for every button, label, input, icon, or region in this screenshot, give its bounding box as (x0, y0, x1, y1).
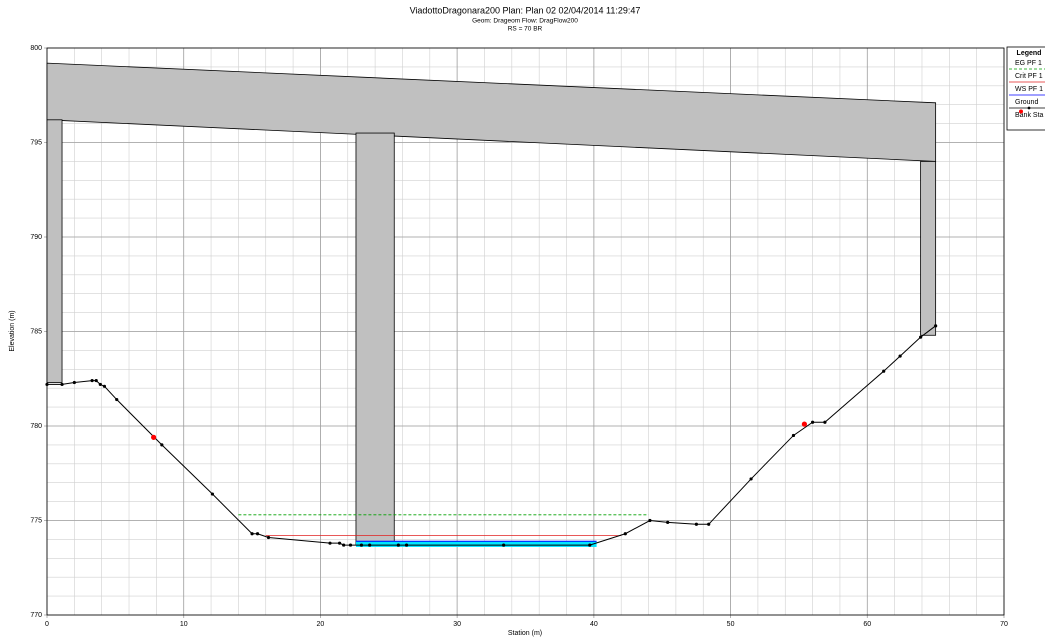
ground-point (588, 543, 592, 547)
y-tick-label: 795 (30, 139, 42, 146)
bank-station (151, 434, 157, 440)
water-fill (355, 541, 597, 547)
legend-label: Crit PF 1 (1015, 73, 1043, 80)
ground-point (342, 543, 346, 547)
ground-point (328, 541, 332, 545)
x-tick-label: 50 (727, 621, 735, 628)
bridge-support (46, 119, 63, 383)
ground-point (396, 543, 400, 547)
bridge-deck (46, 62, 937, 162)
ground-point (60, 382, 64, 387)
ground-point (102, 384, 107, 388)
ground-point (623, 532, 627, 536)
ground-point (791, 433, 796, 438)
x-tick-label: 60 (863, 621, 871, 628)
ground-line (47, 325, 936, 546)
bridge-support (355, 132, 395, 546)
ground-point (94, 379, 98, 383)
legend-title: Legend (1017, 50, 1042, 57)
ground-point (160, 443, 164, 447)
legend-swatch (1027, 106, 1031, 110)
ground-point (811, 420, 815, 424)
y-tick-label: 785 (30, 328, 42, 335)
ground-point (115, 397, 119, 402)
bridge-support (920, 160, 937, 336)
ground-point (823, 420, 827, 424)
legend-label: EG PF 1 (1015, 60, 1042, 67)
legend-label: Bank Sta (1015, 112, 1044, 119)
ground-point (882, 369, 886, 373)
ground-point (250, 532, 254, 536)
ground-point (337, 541, 342, 545)
x-axis-label: Station (m) (508, 630, 542, 637)
ground-point (694, 522, 698, 526)
ground-point (90, 379, 94, 383)
ground-point (898, 354, 902, 358)
ground-point (266, 535, 271, 540)
ground-point (502, 543, 506, 547)
ground-point (348, 543, 353, 547)
ground-point (749, 477, 753, 481)
x-tick-label: 70 (1000, 621, 1008, 628)
ground-point (707, 522, 711, 526)
ground-point (98, 382, 102, 387)
ground-point (666, 520, 670, 524)
x-tick-label: 40 (590, 621, 598, 628)
ground-point (919, 335, 923, 339)
x-tick-label: 10 (180, 621, 188, 628)
legend-label: WS PF 1 (1015, 86, 1043, 93)
bank-station (801, 421, 807, 427)
ground-point (404, 543, 409, 547)
y-tick-label: 775 (30, 517, 42, 524)
ground-point (210, 492, 215, 496)
chart-subtitle: Geom: Drageom Flow: DragFlow200 (472, 18, 578, 25)
y-tick-label: 800 (30, 45, 42, 52)
legend-box (1006, 46, 1045, 131)
y-tick-label: 780 (30, 423, 42, 430)
legend-label: Ground (1015, 99, 1038, 106)
legend-swatch (1019, 109, 1023, 114)
x-tick-label: 20 (317, 621, 325, 628)
x-tick-label: 30 (453, 621, 461, 628)
x-tick-label: 0 (45, 621, 49, 628)
ground-point (648, 518, 652, 523)
y-axis-label: Elevation (m) (9, 310, 16, 351)
ground-point (934, 324, 938, 328)
y-tick-label: 770 (30, 612, 42, 619)
ground-point (255, 532, 260, 536)
chart-title: ViadottoDragonara200 Plan: Plan 02 02/04… (410, 5, 641, 15)
ground-point (368, 543, 372, 547)
chart-subtitle: RS = 70 BR (508, 26, 543, 33)
ground-point (359, 543, 364, 547)
y-tick-label: 790 (30, 234, 42, 241)
ground-point (72, 380, 76, 385)
ground-point (45, 382, 49, 387)
